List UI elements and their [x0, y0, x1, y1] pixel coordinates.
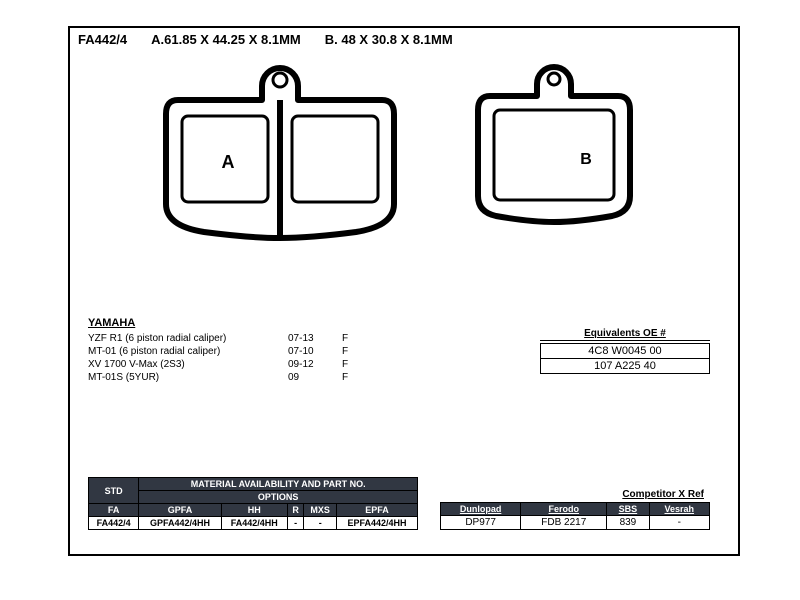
equivalents-oe: Equivalents OE # 4C8 W0045 00107 A225 40 — [540, 328, 710, 374]
material-std-col: STD — [89, 478, 139, 504]
fitment-row: MT-01 (6 piston radial caliper)07-10F — [88, 345, 362, 358]
material-title: MATERIAL AVAILABILITY AND PART NO. — [139, 478, 418, 491]
fitment-row: XV 1700 V-Max (2S3)09-12F — [88, 358, 362, 371]
material-header: GPFA — [139, 504, 221, 517]
fitment-table: YZF R1 (6 piston radial caliper)07-13FMT… — [88, 332, 362, 384]
material-options-col: OPTIONS — [139, 491, 418, 504]
fitment-position: F — [342, 332, 362, 345]
xref-header: SBS — [607, 503, 649, 516]
material-header: MXS — [304, 504, 337, 517]
competitor-xref: Competitor X Ref DunlopadFerodoSBSVesrah… — [440, 489, 710, 530]
material-value: - — [304, 517, 337, 530]
dim-a-label: A.61.85 X 44.25 X 8.1MM — [151, 32, 301, 47]
fitment-position: F — [342, 345, 362, 358]
fitment-row: YZF R1 (6 piston radial caliper)07-13F — [88, 332, 362, 345]
material-table: STD MATERIAL AVAILABILITY AND PART NO. O… — [88, 477, 418, 530]
xref-value: DP977 — [441, 516, 521, 530]
xref-value: - — [649, 516, 709, 530]
fitment-position: F — [342, 371, 362, 384]
material-value: EPFA442/4HH — [336, 517, 417, 530]
material-value: FA442/4 — [89, 517, 139, 530]
svg-text:B: B — [580, 151, 592, 168]
fitment-years: 09 — [288, 371, 342, 384]
brake-pad-a: A — [160, 56, 400, 246]
material-header: HH — [221, 504, 287, 517]
xref-value: 839 — [607, 516, 649, 530]
fitment-years: 07-10 — [288, 345, 342, 358]
fitment-row: MT-01S (5YUR)09F — [88, 371, 362, 384]
material-value: GPFA442/4HH — [139, 517, 221, 530]
xref-header: Vesrah — [649, 503, 709, 516]
fitment-model: MT-01S (5YUR) — [88, 371, 288, 384]
equivalent-oe: 107 A225 40 — [541, 359, 710, 374]
fitment-model: MT-01 (6 piston radial caliper) — [88, 345, 288, 358]
material-value: FA442/4HH — [221, 517, 287, 530]
fitment-list: YAMAHA YZF R1 (6 piston radial caliper)0… — [88, 316, 362, 384]
part-number: FA442/4 — [78, 32, 127, 47]
fitment-years: 07-13 — [288, 332, 342, 345]
material-value: - — [287, 517, 304, 530]
xref-title: Competitor X Ref — [440, 489, 710, 500]
xref-header: Ferodo — [521, 503, 607, 516]
equivalents-title: Equivalents OE # — [540, 328, 710, 341]
fitment-model: YZF R1 (6 piston radial caliper) — [88, 332, 288, 345]
material-header: R — [287, 504, 304, 517]
brake-pad-b: B — [470, 56, 638, 226]
fitment-position: F — [342, 358, 362, 371]
svg-text:A: A — [222, 152, 235, 172]
equivalent-oe: 4C8 W0045 00 — [541, 344, 710, 359]
fitment-model: XV 1700 V-Max (2S3) — [88, 358, 288, 371]
xref-header: Dunlopad — [441, 503, 521, 516]
material-header: FA — [89, 504, 139, 517]
fitment-years: 09-12 — [288, 358, 342, 371]
header-row: FA442/4 A.61.85 X 44.25 X 8.1MM B. 48 X … — [78, 32, 453, 47]
dim-b-label: B. 48 X 30.8 X 8.1MM — [325, 32, 453, 47]
spec-frame: FA442/4 A.61.85 X 44.25 X 8.1MM B. 48 X … — [68, 26, 740, 556]
xref-value: FDB 2217 — [521, 516, 607, 530]
fitment-brand: YAMAHA — [88, 316, 362, 330]
material-header: EPFA — [336, 504, 417, 517]
diagram-area: A B — [70, 56, 738, 286]
